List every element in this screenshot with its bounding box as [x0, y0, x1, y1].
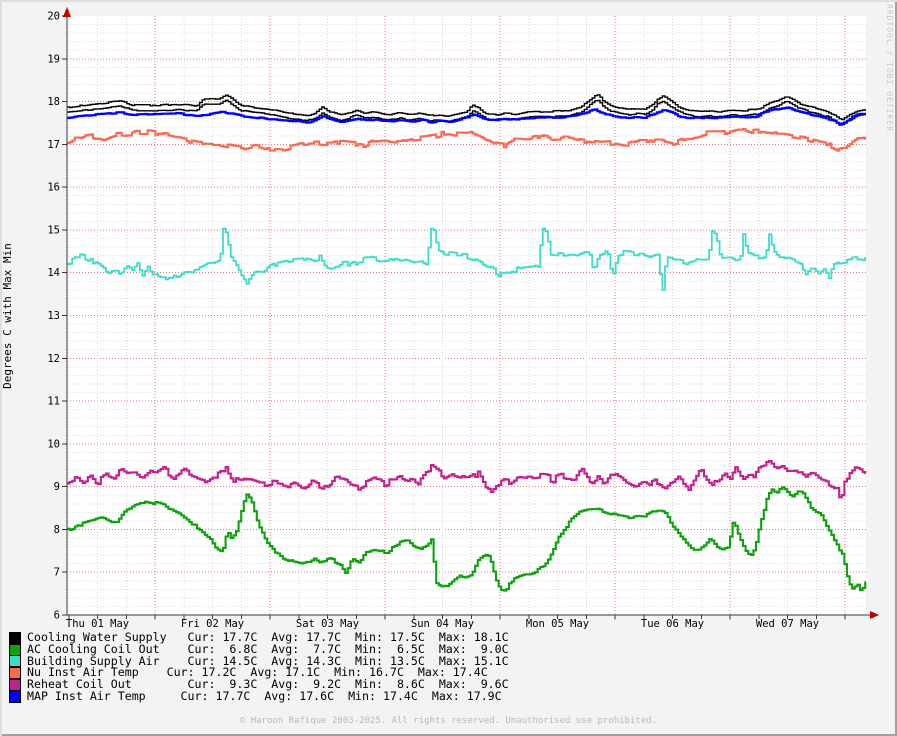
copyright-text: © Haroon Rafique 2003-2025. All rights r… — [239, 716, 658, 726]
x-tick-label: Tue 06 May — [641, 618, 704, 630]
legend-row: Building Supply Air Cur: 14.5C Avg: 14.3… — [9, 653, 509, 668]
x-tick-label: Mon 05 May — [526, 618, 589, 630]
series-cooling-water-supply — [67, 94, 866, 121]
y-tick-label: 20 — [47, 11, 60, 23]
y-tick-label: 9 — [54, 481, 60, 493]
y-tick-label: 18 — [47, 96, 60, 108]
series-building-supply-air — [67, 227, 867, 291]
legend-text: AC Cooling Coil Out Cur: 6.8C Avg: 7.7C … — [27, 641, 509, 656]
legend-text: Cooling Water Supply Cur: 17.7C Avg: 17.… — [27, 630, 509, 644]
series-cooling-water-supply — [67, 99, 866, 126]
legend-text: MAP Inst Air Temp Cur: 17.7C Avg: 17.6C … — [27, 688, 502, 703]
legend-text: Building Supply Air Cur: 14.5C Avg: 14.3… — [27, 653, 509, 668]
gridlines — [67, 16, 866, 620]
y-tick-label: 16 — [47, 182, 60, 194]
legend: Cooling Water Supply Cur: 17.7C Avg: 17.… — [9, 630, 509, 703]
x-axis-arrow — [870, 611, 879, 619]
y-tick-label: 11 — [47, 396, 60, 408]
series-map-inst-air-temp — [67, 106, 866, 126]
series-lines — [67, 94, 867, 592]
legend-swatch — [9, 690, 21, 703]
x-tick-label: Wed 07 May — [756, 618, 819, 630]
y-tick-label: 17 — [47, 139, 60, 151]
y-tick-label: 12 — [47, 353, 60, 365]
y-tick-label: 8 — [54, 524, 60, 536]
legend-swatch — [9, 667, 21, 680]
x-tick-label: Thu 01 May — [66, 618, 129, 630]
legend-swatch — [9, 631, 21, 644]
series-nu-inst-air-temp — [67, 128, 867, 152]
legend-swatch — [9, 678, 21, 691]
legend-text: Nu Inst Air Temp Cur: 17.2C Avg: 17.1C M… — [27, 665, 488, 680]
y-axis-arrow — [63, 7, 71, 17]
legend-row: Nu Inst Air Temp Cur: 17.2C Avg: 17.1C M… — [9, 665, 509, 680]
legend-row: AC Cooling Coil Out Cur: 6.8C Avg: 7.7C … — [9, 641, 509, 656]
legend-row: Cooling Water Supply Cur: 17.7C Avg: 17.… — [9, 630, 509, 644]
legend-row: Reheat Coil Out Cur: 9.3C Avg: 9.2C Min:… — [9, 677, 509, 691]
x-tick-label: Sat 03 May — [296, 618, 359, 630]
y-tick-label: 10 — [47, 438, 60, 450]
y-tick-label: 15 — [47, 224, 60, 236]
series-reheat-coil-out — [67, 460, 867, 499]
legend-row: MAP Inst Air Temp Cur: 17.7C Avg: 17.6C … — [9, 688, 509, 703]
axis-labels: 6 7 8 9 10 11 12 13 14 15 16 17 18 19 20 Thu 01 May Fri … — [47, 11, 819, 631]
rrdtool-watermark: RRDTOOL / TOBI OETIKER — [885, 4, 894, 132]
y-tick-label: 19 — [47, 53, 60, 65]
legend-swatch — [9, 643, 21, 656]
y-axis-title: Degrees C with Max Min — [1, 243, 14, 389]
x-tick-label: Fri 02 May — [181, 618, 244, 630]
x-tick-label: Sun 04 May — [411, 618, 474, 630]
legend-swatch — [9, 655, 21, 668]
y-tick-label: 6 — [54, 610, 60, 622]
y-tick-label: 13 — [47, 310, 60, 322]
series-ac-cooling-coil-out — [67, 486, 867, 592]
y-tick-label: 14 — [47, 267, 60, 279]
legend-text: Reheat Coil Out Cur: 9.3C Avg: 9.2C Min:… — [27, 677, 509, 691]
y-tick-label: 7 — [54, 567, 60, 579]
axes — [62, 7, 879, 619]
